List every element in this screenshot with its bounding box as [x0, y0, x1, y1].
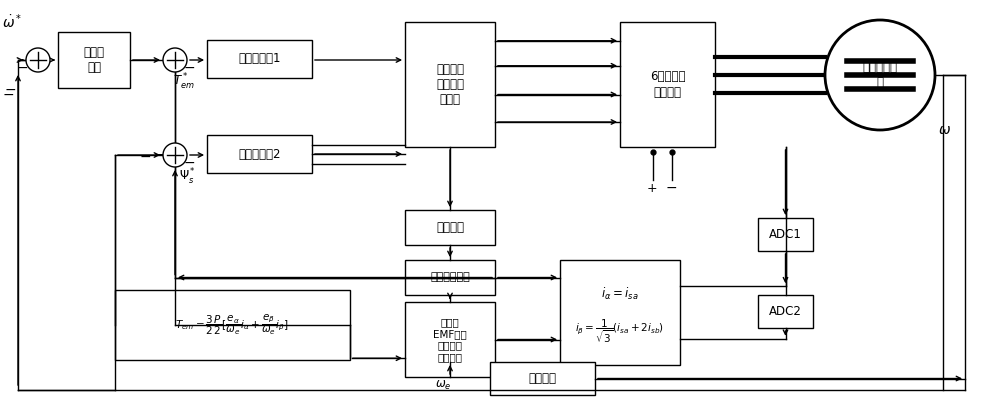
Text: 空间矢量
开关状态
选择器: 空间矢量 开关状态 选择器 — [436, 63, 464, 106]
Text: $T_{em}=\dfrac{3}{2}\dfrac{P}{2}[\dfrac{e_\alpha}{\omega_e}i_\alpha+\dfrac{e_\be: $T_{em}=\dfrac{3}{2}\dfrac{P}{2}[\dfrac{… — [175, 313, 290, 337]
Text: $\omega$: $\omega$ — [938, 123, 952, 137]
Text: 滞环比较器1: 滞环比较器1 — [238, 53, 281, 66]
Circle shape — [26, 48, 50, 72]
Bar — [405, 260, 495, 295]
Circle shape — [163, 48, 187, 72]
Bar — [758, 295, 813, 328]
Bar — [405, 302, 495, 377]
Text: +: + — [29, 50, 39, 60]
Bar — [490, 362, 595, 395]
Circle shape — [163, 143, 187, 167]
Bar — [115, 290, 350, 360]
Text: $\dot{\omega}^*$: $\dot{\omega}^*$ — [2, 13, 22, 31]
Text: −: − — [2, 88, 14, 102]
Bar — [207, 135, 312, 173]
Bar — [758, 218, 813, 251]
Text: −: − — [183, 156, 195, 170]
Text: 定子磁链计算: 定子磁链计算 — [430, 273, 470, 282]
Text: −: − — [153, 148, 165, 162]
Text: 滞环比较器2: 滞环比较器2 — [238, 148, 281, 160]
Text: −: − — [665, 181, 677, 195]
Bar — [405, 22, 495, 147]
Bar — [405, 210, 495, 245]
Text: $\Psi_s^*$: $\Psi_s^*$ — [179, 167, 196, 187]
Text: $i_\beta=\dfrac{1}{\sqrt{3}}(i_{sa}+2i_{sb})$: $i_\beta=\dfrac{1}{\sqrt{3}}(i_{sa}+2i_{… — [575, 317, 665, 345]
Text: +: + — [166, 50, 176, 60]
Text: −: − — [4, 83, 16, 97]
Bar — [207, 40, 312, 78]
Text: +: + — [166, 145, 176, 155]
Text: −: − — [183, 61, 195, 75]
Text: 转速测量: 转速测量 — [528, 372, 556, 385]
Circle shape — [825, 20, 935, 130]
Text: 6开关三相
逆变电源: 6开关三相 逆变电源 — [650, 71, 685, 98]
Bar — [560, 260, 680, 365]
Bar — [620, 22, 715, 147]
Text: 无刷直流电
机: 无刷直流电 机 — [862, 61, 898, 89]
Text: 速度调
节器: 速度调 节器 — [84, 46, 104, 74]
Text: $\omega_e$: $\omega_e$ — [435, 379, 452, 392]
Bar — [58, 32, 130, 88]
Text: 扇区判定: 扇区判定 — [436, 221, 464, 234]
Text: +: + — [647, 182, 658, 195]
Text: −: − — [139, 150, 151, 164]
Text: ADC2: ADC2 — [769, 305, 802, 318]
Text: ADC1: ADC1 — [769, 228, 802, 241]
Text: −: − — [16, 61, 28, 75]
Text: 分段式
EMF滑模
变结构状
态观测器: 分段式 EMF滑模 变结构状 态观测器 — [433, 317, 467, 362]
Text: $T_{em}^*$: $T_{em}^*$ — [173, 72, 195, 92]
Text: $i_\alpha=i_{sa}$: $i_\alpha=i_{sa}$ — [601, 286, 639, 302]
